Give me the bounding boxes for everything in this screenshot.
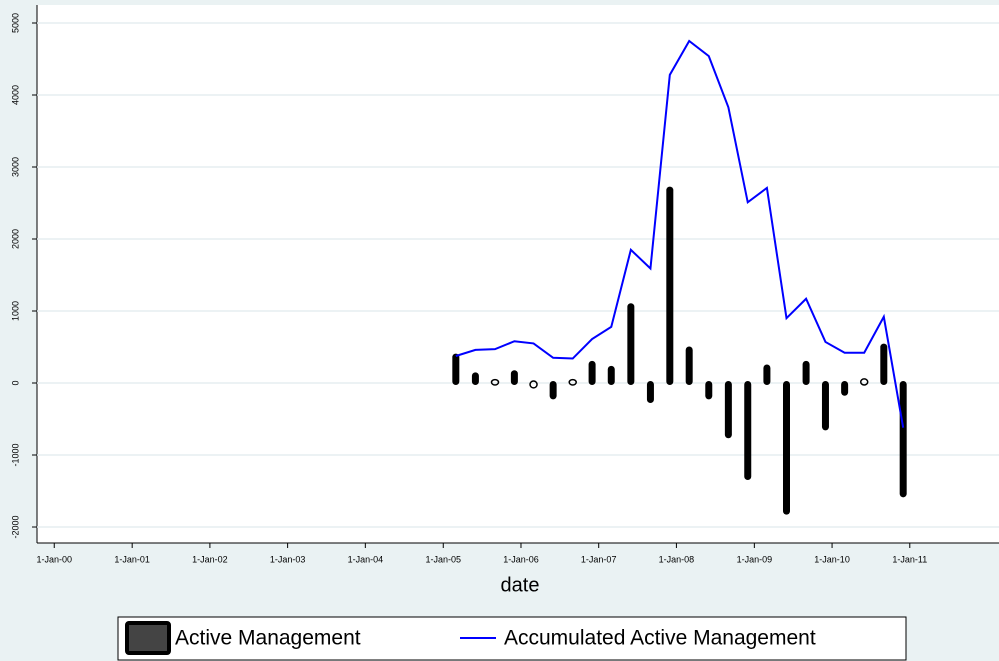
bar bbox=[705, 381, 713, 400]
bar bbox=[568, 378, 577, 386]
bar bbox=[471, 372, 479, 386]
x-tick-label: 1-Jan-09 bbox=[737, 554, 773, 564]
bar bbox=[782, 381, 790, 515]
bar bbox=[685, 346, 693, 386]
x-axis-title: date bbox=[501, 574, 540, 596]
bar bbox=[666, 186, 674, 386]
x-tick-label: 1-Jan-10 bbox=[814, 554, 850, 564]
x-tick-label: 1-Jan-05 bbox=[425, 554, 461, 564]
y-tick-label: 0 bbox=[10, 381, 20, 386]
line bbox=[455, 39, 905, 428]
bar bbox=[529, 380, 538, 389]
bar bbox=[646, 381, 654, 404]
legend bbox=[117, 616, 907, 661]
bar bbox=[802, 360, 810, 386]
bar bbox=[744, 381, 752, 481]
x-tick-label: 1-Jan-02 bbox=[192, 554, 228, 564]
y-tick-label: -2000 bbox=[10, 515, 20, 538]
bar bbox=[841, 381, 849, 396]
y-tick-label: -1000 bbox=[10, 443, 20, 466]
x-tick-label: 1-Jan-04 bbox=[348, 554, 384, 564]
bar bbox=[510, 370, 518, 386]
legend-label: Accumulated Active Management bbox=[504, 627, 816, 650]
y-tick-label: 5000 bbox=[10, 13, 20, 33]
plot-area bbox=[37, 5, 999, 543]
bar bbox=[724, 381, 732, 439]
x-tick-label: 1-Jan-03 bbox=[270, 554, 306, 564]
x-tick-label: 1-Jan-06 bbox=[503, 554, 539, 564]
bar bbox=[627, 303, 635, 386]
x-tick-label: 1-Jan-01 bbox=[114, 554, 150, 564]
x-tick-label: 1-Jan-07 bbox=[581, 554, 617, 564]
bar bbox=[549, 381, 557, 400]
bar bbox=[880, 343, 888, 386]
bar bbox=[490, 378, 500, 386]
bar bbox=[859, 378, 869, 386]
y-tick-label: 3000 bbox=[10, 157, 20, 177]
bar bbox=[763, 364, 771, 386]
legend-label: Active Management bbox=[175, 627, 361, 650]
bar bbox=[899, 381, 907, 498]
bar bbox=[607, 365, 615, 386]
y-tick-label: 1000 bbox=[10, 301, 20, 321]
bar bbox=[588, 360, 596, 386]
x-tick-label: 1-Jan-00 bbox=[36, 554, 72, 564]
bar bbox=[452, 353, 460, 386]
legend-swatch bbox=[125, 621, 171, 655]
x-tick-label: 1-Jan-08 bbox=[659, 554, 695, 564]
y-tick-label: 4000 bbox=[10, 85, 20, 105]
bar bbox=[821, 381, 829, 431]
y-tick-label: 2000 bbox=[10, 229, 20, 249]
x-tick-label: 1-Jan-11 bbox=[892, 554, 927, 564]
